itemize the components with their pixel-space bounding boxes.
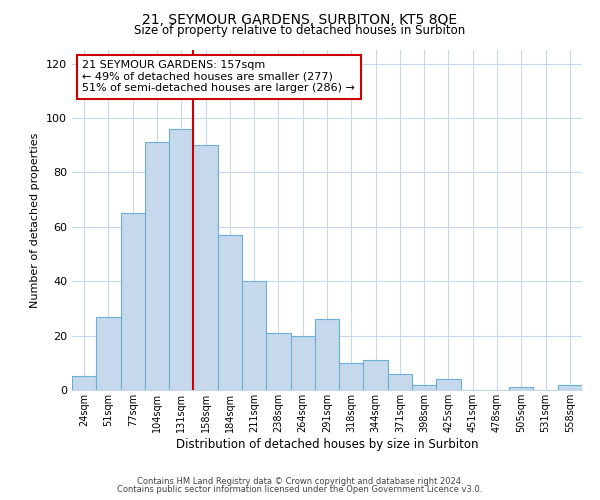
Bar — [193, 145, 218, 390]
Bar — [558, 384, 582, 390]
Y-axis label: Number of detached properties: Number of detached properties — [31, 132, 40, 308]
Bar — [412, 384, 436, 390]
Bar — [315, 320, 339, 390]
Text: Size of property relative to detached houses in Surbiton: Size of property relative to detached ho… — [134, 24, 466, 37]
Bar — [436, 379, 461, 390]
Bar — [145, 142, 169, 390]
Bar — [218, 235, 242, 390]
Text: 21 SEYMOUR GARDENS: 157sqm
← 49% of detached houses are smaller (277)
51% of sem: 21 SEYMOUR GARDENS: 157sqm ← 49% of deta… — [82, 60, 355, 94]
Text: Contains HM Land Registry data © Crown copyright and database right 2024.: Contains HM Land Registry data © Crown c… — [137, 477, 463, 486]
Text: Contains public sector information licensed under the Open Government Licence v3: Contains public sector information licen… — [118, 485, 482, 494]
Bar — [266, 333, 290, 390]
Bar — [364, 360, 388, 390]
Bar — [169, 129, 193, 390]
Bar — [72, 376, 96, 390]
Bar — [290, 336, 315, 390]
Bar — [339, 363, 364, 390]
Bar — [96, 316, 121, 390]
Text: 21, SEYMOUR GARDENS, SURBITON, KT5 8QE: 21, SEYMOUR GARDENS, SURBITON, KT5 8QE — [142, 12, 458, 26]
Bar — [242, 281, 266, 390]
Bar — [388, 374, 412, 390]
Bar — [121, 213, 145, 390]
Bar — [509, 388, 533, 390]
X-axis label: Distribution of detached houses by size in Surbiton: Distribution of detached houses by size … — [176, 438, 478, 450]
